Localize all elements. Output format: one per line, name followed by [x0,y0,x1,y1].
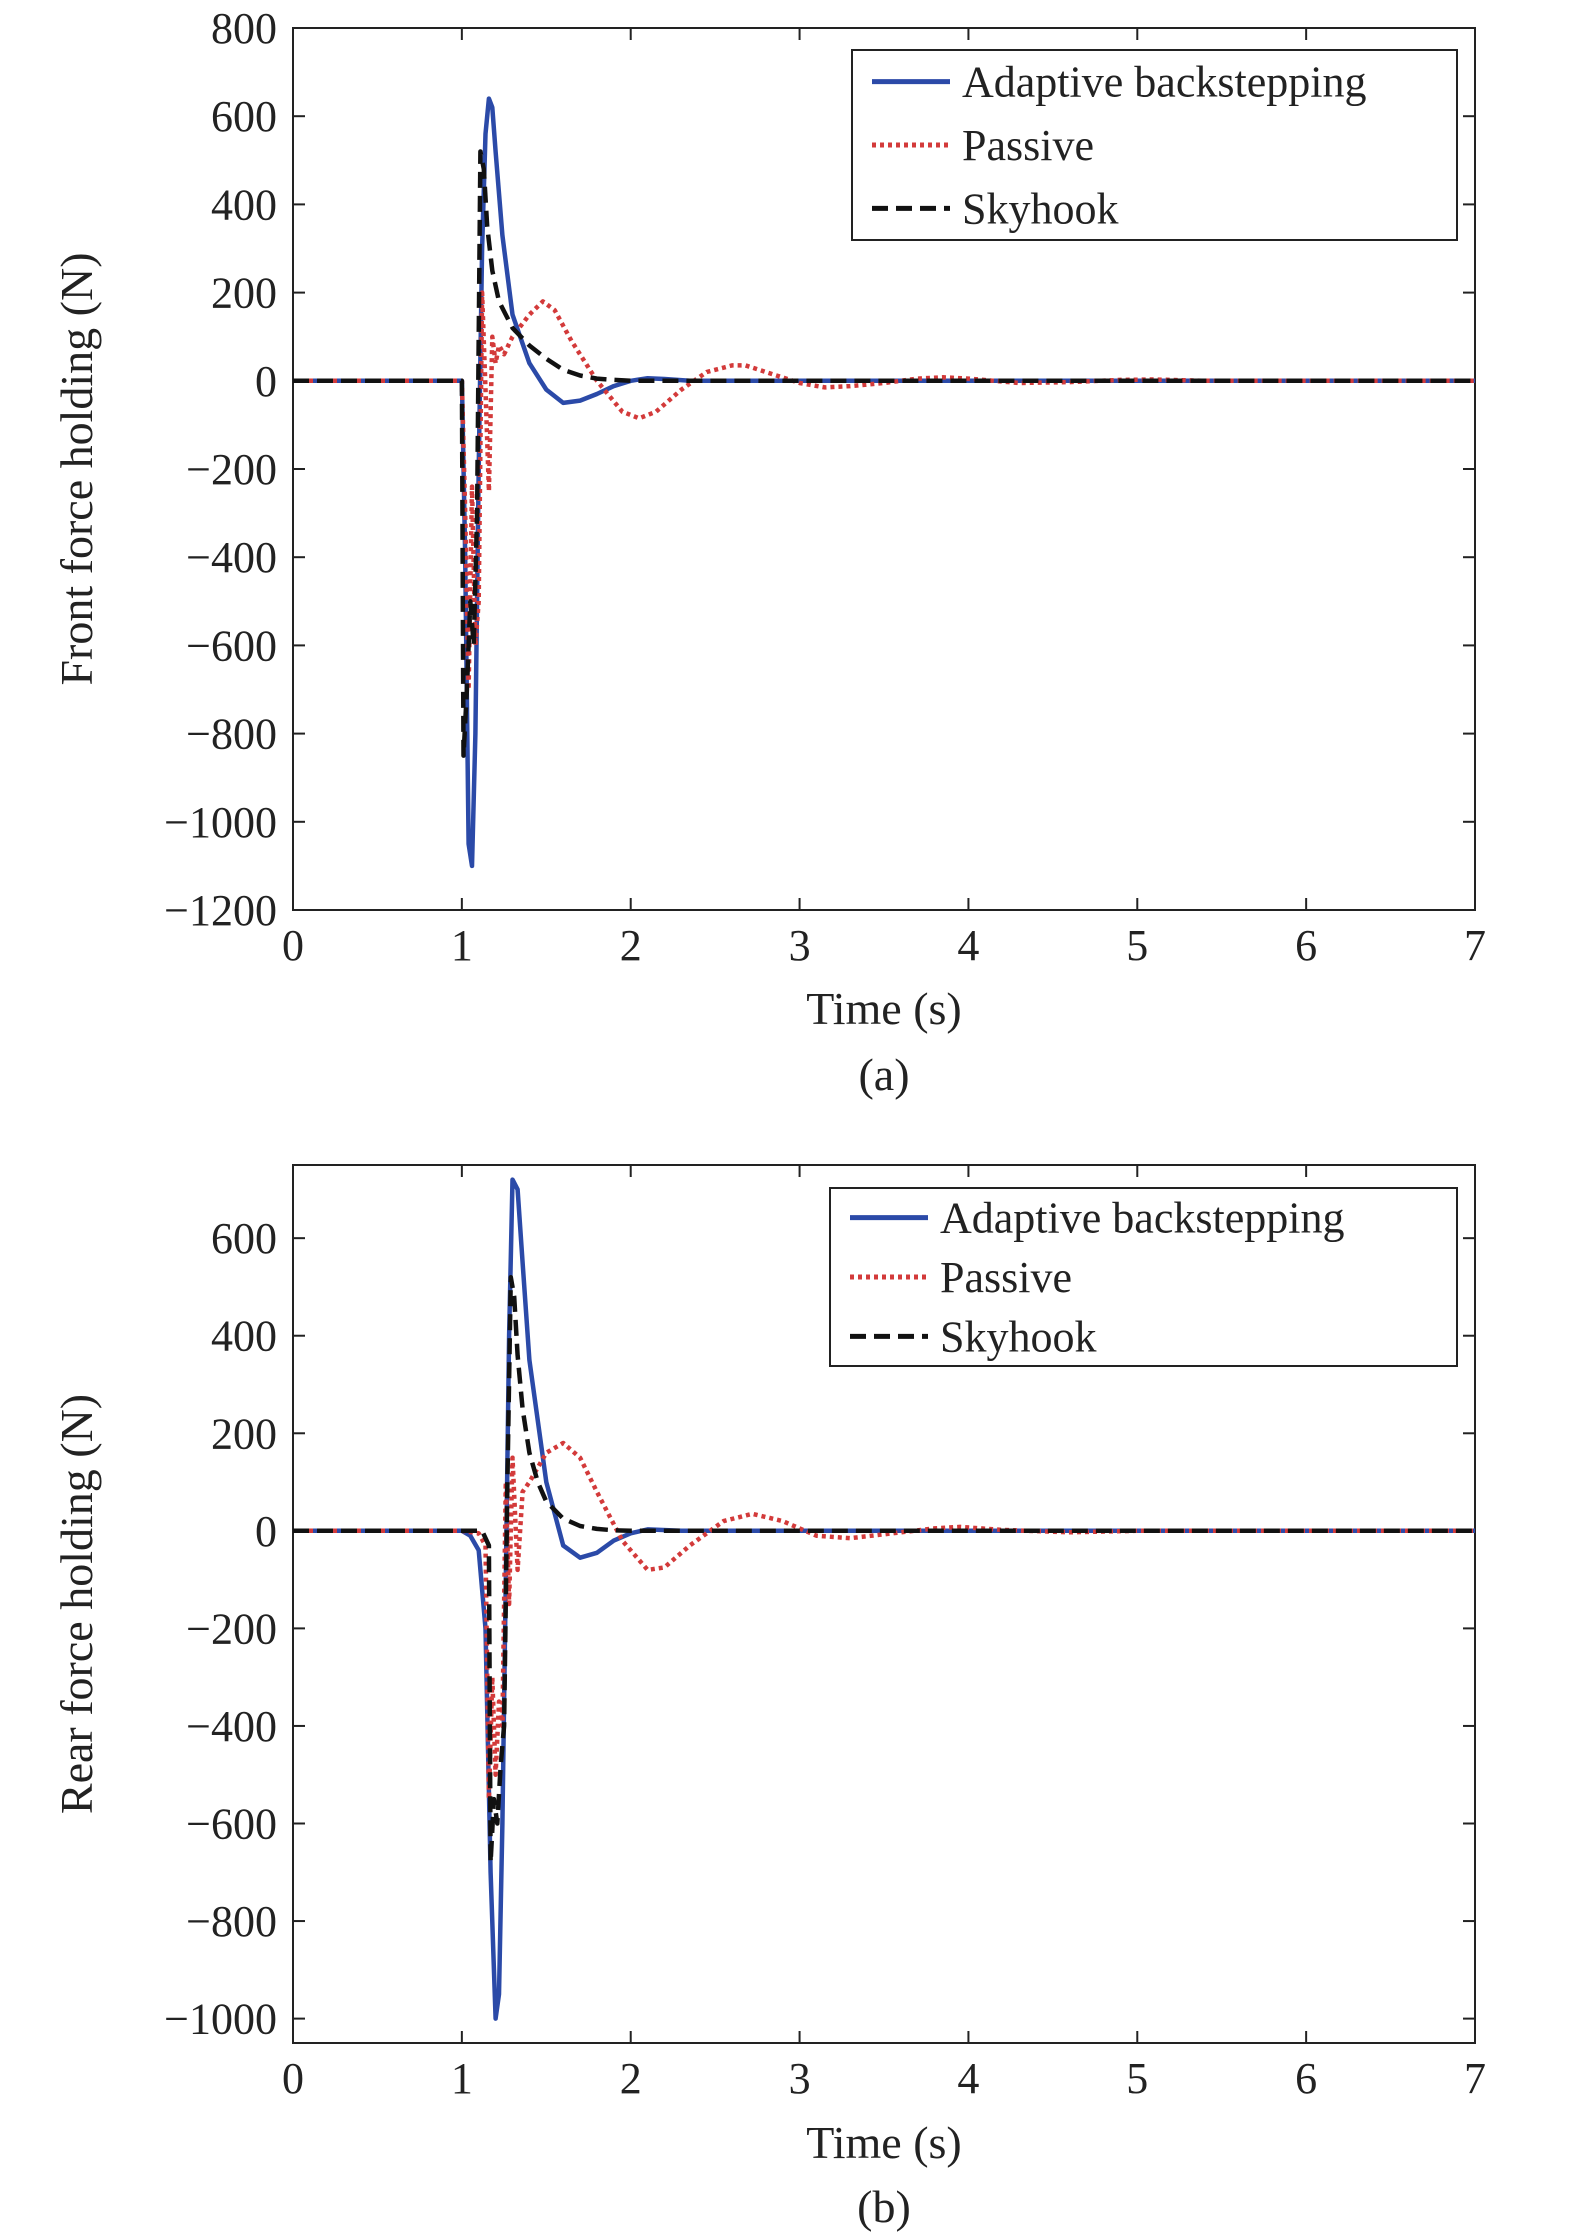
legend: Adaptive backstepping Passive Skyhook [851,49,1458,241]
y-tick-label: −1000 [164,798,277,847]
series-line-skyhook [293,1274,1475,1865]
series-group [293,96,1475,869]
y-tick-label: −400 [186,1702,277,1751]
x-tick-label: 2 [620,921,642,970]
x-tick-label: 0 [282,2054,304,2103]
legend-label: Skyhook [940,1312,1096,1361]
legend-label: Passive [962,121,1094,170]
y-tick-label: −400 [186,533,277,582]
legend-label: Skyhook [962,184,1118,233]
x-tick-label: 1 [451,921,473,970]
y-axis-label: Front force holding (N) [51,252,102,685]
x-tick-label: 0 [282,921,304,970]
y-tick-label: 600 [211,92,277,141]
legend-label: Adaptive backstepping [940,1194,1344,1243]
y-tick-label: 800 [211,4,277,53]
x-tick-label: 5 [1126,2054,1148,2103]
x-tick-label: 3 [789,2054,811,2103]
chart-panel-a: 0 1 2 3 4 5 6 7 800 600 400 200 0 −200 −400 −600 −800 −10… [51,4,1486,1100]
series-line-passive [293,1440,1475,1802]
x-tick-label: 4 [957,921,979,970]
chart-panel-b: 0 1 2 3 4 5 6 7 600 400 200 0 −200 −400 −600 −800 −1000 T… [51,1164,1486,2232]
y-tick-label: 400 [211,1312,277,1361]
panel-label: (a) [858,1049,909,1100]
x-tick-label: 7 [1464,2054,1486,2103]
x-axis-label: Time (s) [806,2117,962,2168]
y-tick-label: 0 [255,1507,277,1556]
x-tick-label: 6 [1295,2054,1317,2103]
x-tick-label: 4 [957,2054,979,2103]
legend: Adaptive backstepping Passive Skyhook [829,1187,1458,1367]
legend-box [851,49,1458,241]
y-axis-label: Rear force holding (N) [51,1394,102,1814]
x-tick-label: 1 [451,2054,473,2103]
x-tick-label: 7 [1464,921,1486,970]
series-line-adaptive-backstepping [293,96,1475,869]
y-tick-label: −1200 [164,886,277,935]
y-tick-label: −1000 [164,1995,277,2044]
x-axis-label: Time (s) [806,983,962,1034]
legend-box [829,1187,1458,1367]
y-tick-label: −800 [186,1897,277,1946]
y-tick-label: −800 [186,710,277,759]
x-tick-label: 5 [1126,921,1148,970]
y-tick-label: 600 [211,1214,277,1263]
x-tick-label: 2 [620,2054,642,2103]
legend-label: Adaptive backstepping [962,58,1366,107]
legend-label: Passive [940,1253,1072,1302]
y-tick-label: −200 [186,445,277,494]
series-group [293,1177,1475,2021]
x-tick-label: 6 [1295,921,1317,970]
y-tick-label: 200 [211,1409,277,1458]
y-tick-label: −600 [186,621,277,670]
y-tick-label: 400 [211,180,277,229]
y-tick-label: 200 [211,269,277,318]
y-tick-label: 0 [255,357,277,406]
series-line-skyhook [293,149,1475,758]
y-tick-label: −200 [186,1604,277,1653]
y-tick-label: −600 [186,1800,277,1849]
x-tick-label: 3 [789,921,811,970]
panel-label: (b) [857,2181,911,2232]
